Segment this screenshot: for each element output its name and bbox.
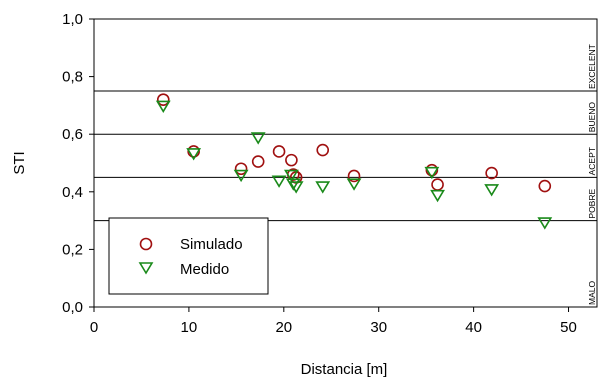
y-tick-label: 1,0 (62, 11, 83, 28)
y-tick-label: 0,8 (62, 69, 83, 86)
y-axis: 0,0 0,2 0,4 0,6 0,8 1,0 (62, 11, 94, 316)
simulado-point (187, 145, 200, 158)
plot-area (93, 18, 598, 308)
y-tick-label: 0,6 (62, 126, 83, 143)
medido-point (537, 217, 553, 230)
legend-box (108, 217, 269, 295)
x-axis-title: Distancia [m] (301, 361, 388, 378)
simulado-point (538, 179, 552, 193)
legend-simulado-label: Simulado (180, 236, 243, 253)
quality-band-labels: MALO POBRE ACEPT BUENO EXCELENT (587, 44, 597, 305)
y-tick-label: 0,4 (62, 184, 83, 201)
medido-point (430, 189, 445, 203)
medido-point (271, 175, 287, 188)
x-tick-label: 50 (560, 319, 577, 336)
y-tick-label: 0,0 (62, 299, 83, 316)
simulado-point (347, 169, 361, 183)
y-axis-title: STI (11, 151, 28, 174)
band-label-excelent: EXCELENT (587, 44, 597, 89)
medido-point (424, 166, 440, 180)
medido-point (155, 100, 171, 113)
simulado-point (156, 93, 170, 106)
x-tick-label: 10 (181, 319, 198, 336)
medido-point (315, 181, 331, 194)
medido-point (484, 184, 500, 197)
medido-point (186, 148, 202, 161)
x-tick-label: 40 (465, 319, 482, 336)
band-label-pobre: POBRE (587, 189, 597, 219)
band-label-acept: ACEPT (587, 147, 597, 175)
simulado-point (425, 163, 439, 177)
simulado-point (251, 155, 265, 168)
simulado-point (272, 145, 286, 158)
simulado-point (431, 178, 444, 191)
medido-point (285, 178, 301, 191)
reference-lines (94, 90, 597, 222)
medido-point (346, 178, 362, 191)
y-tick-label: 0,2 (62, 241, 83, 258)
medido-point (288, 181, 304, 194)
simulado-point (285, 153, 298, 167)
simulado-point (485, 166, 498, 180)
x-tick-label: 30 (370, 319, 387, 336)
legend: Simulado Medido (108, 217, 269, 295)
data-markers (155, 93, 553, 230)
medido-point (250, 132, 266, 145)
x-tick-label: 0 (90, 319, 98, 336)
simulado-point (234, 162, 248, 176)
legend-medido-marker (138, 262, 154, 275)
legend-medido-label: Medido (180, 261, 229, 278)
simulado-point (316, 143, 330, 157)
x-axis: 0 10 20 30 40 50 (90, 307, 577, 336)
band-label-malo: MALO (587, 281, 597, 305)
x-tick-label: 20 (275, 319, 292, 336)
legend-simulado-marker (139, 237, 153, 251)
medido-point (233, 169, 249, 183)
medido-point (283, 169, 299, 183)
band-label-bueno: BUENO (587, 102, 597, 133)
